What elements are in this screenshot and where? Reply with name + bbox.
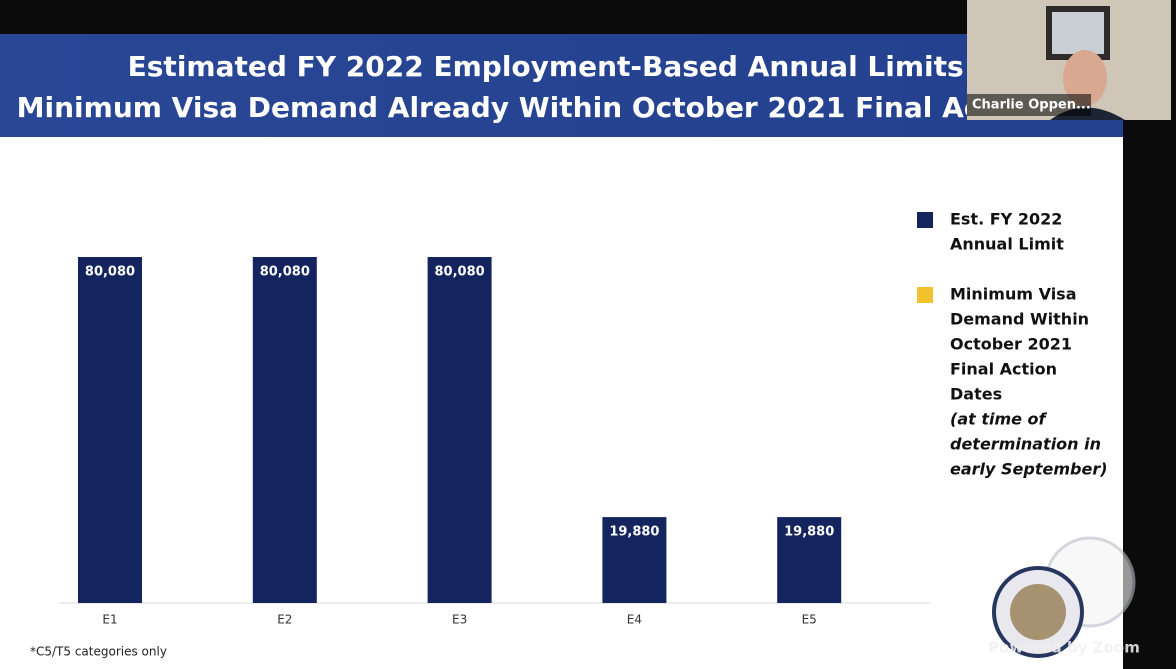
legend-label: Minimum Visa — [950, 285, 1077, 304]
legend-label: Annual Limit — [950, 235, 1064, 254]
title-band — [0, 34, 1123, 137]
x-tick-label: E2 — [277, 613, 292, 627]
x-tick-label: E4 — [627, 613, 642, 627]
slide — [0, 137, 1123, 669]
zoom-watermark: Powered by Zoom — [988, 639, 1140, 657]
bar — [777, 517, 842, 603]
x-tick-label: E5 — [802, 613, 817, 627]
legend-label: Dates — [950, 385, 1002, 404]
participant-face — [1063, 50, 1107, 106]
bar — [252, 257, 317, 603]
wall-picture — [1052, 12, 1104, 54]
legend-label: Demand Within — [950, 310, 1089, 329]
legend-note: (at time of — [950, 410, 1048, 429]
footnote: *C5/T5 categories only — [30, 645, 167, 659]
legend-swatch — [917, 212, 933, 228]
title-line: Minimum Visa Demand Already Within Octob… — [17, 91, 1004, 124]
bar — [427, 257, 492, 603]
seal-emblem — [1010, 584, 1066, 640]
legend-label: October 2021 — [950, 335, 1072, 354]
legend-label: Est. FY 2022 — [950, 210, 1062, 229]
bar — [602, 517, 667, 603]
participant-name: Charlie Oppen... — [972, 98, 1091, 113]
data-label: 80,080 — [85, 265, 135, 280]
bar — [78, 257, 142, 603]
title-line: Estimated FY 2022 Employment-Based Annua… — [128, 50, 1009, 83]
legend: Est. FY 2022 Annual Limit Minimum Visa Dema… — [917, 210, 1108, 479]
data-label: 80,080 — [435, 265, 485, 280]
data-label: 80,080 — [260, 265, 310, 280]
x-tick-label: E3 — [452, 613, 467, 627]
legend-label: Final Action — [950, 360, 1057, 379]
legend-note: determination in — [950, 435, 1101, 454]
x-tick-label: E1 — [102, 613, 117, 627]
legend-note: early September) — [950, 460, 1108, 479]
legend-swatch — [917, 287, 933, 303]
data-label: 19,880 — [784, 525, 834, 540]
name-tag — [967, 94, 1091, 116]
data-label: 19,880 — [609, 525, 659, 540]
plot: E1 E2 E3 E4 E5 80,080 80,080 80,080 19,880 19,880 — [78, 257, 842, 627]
